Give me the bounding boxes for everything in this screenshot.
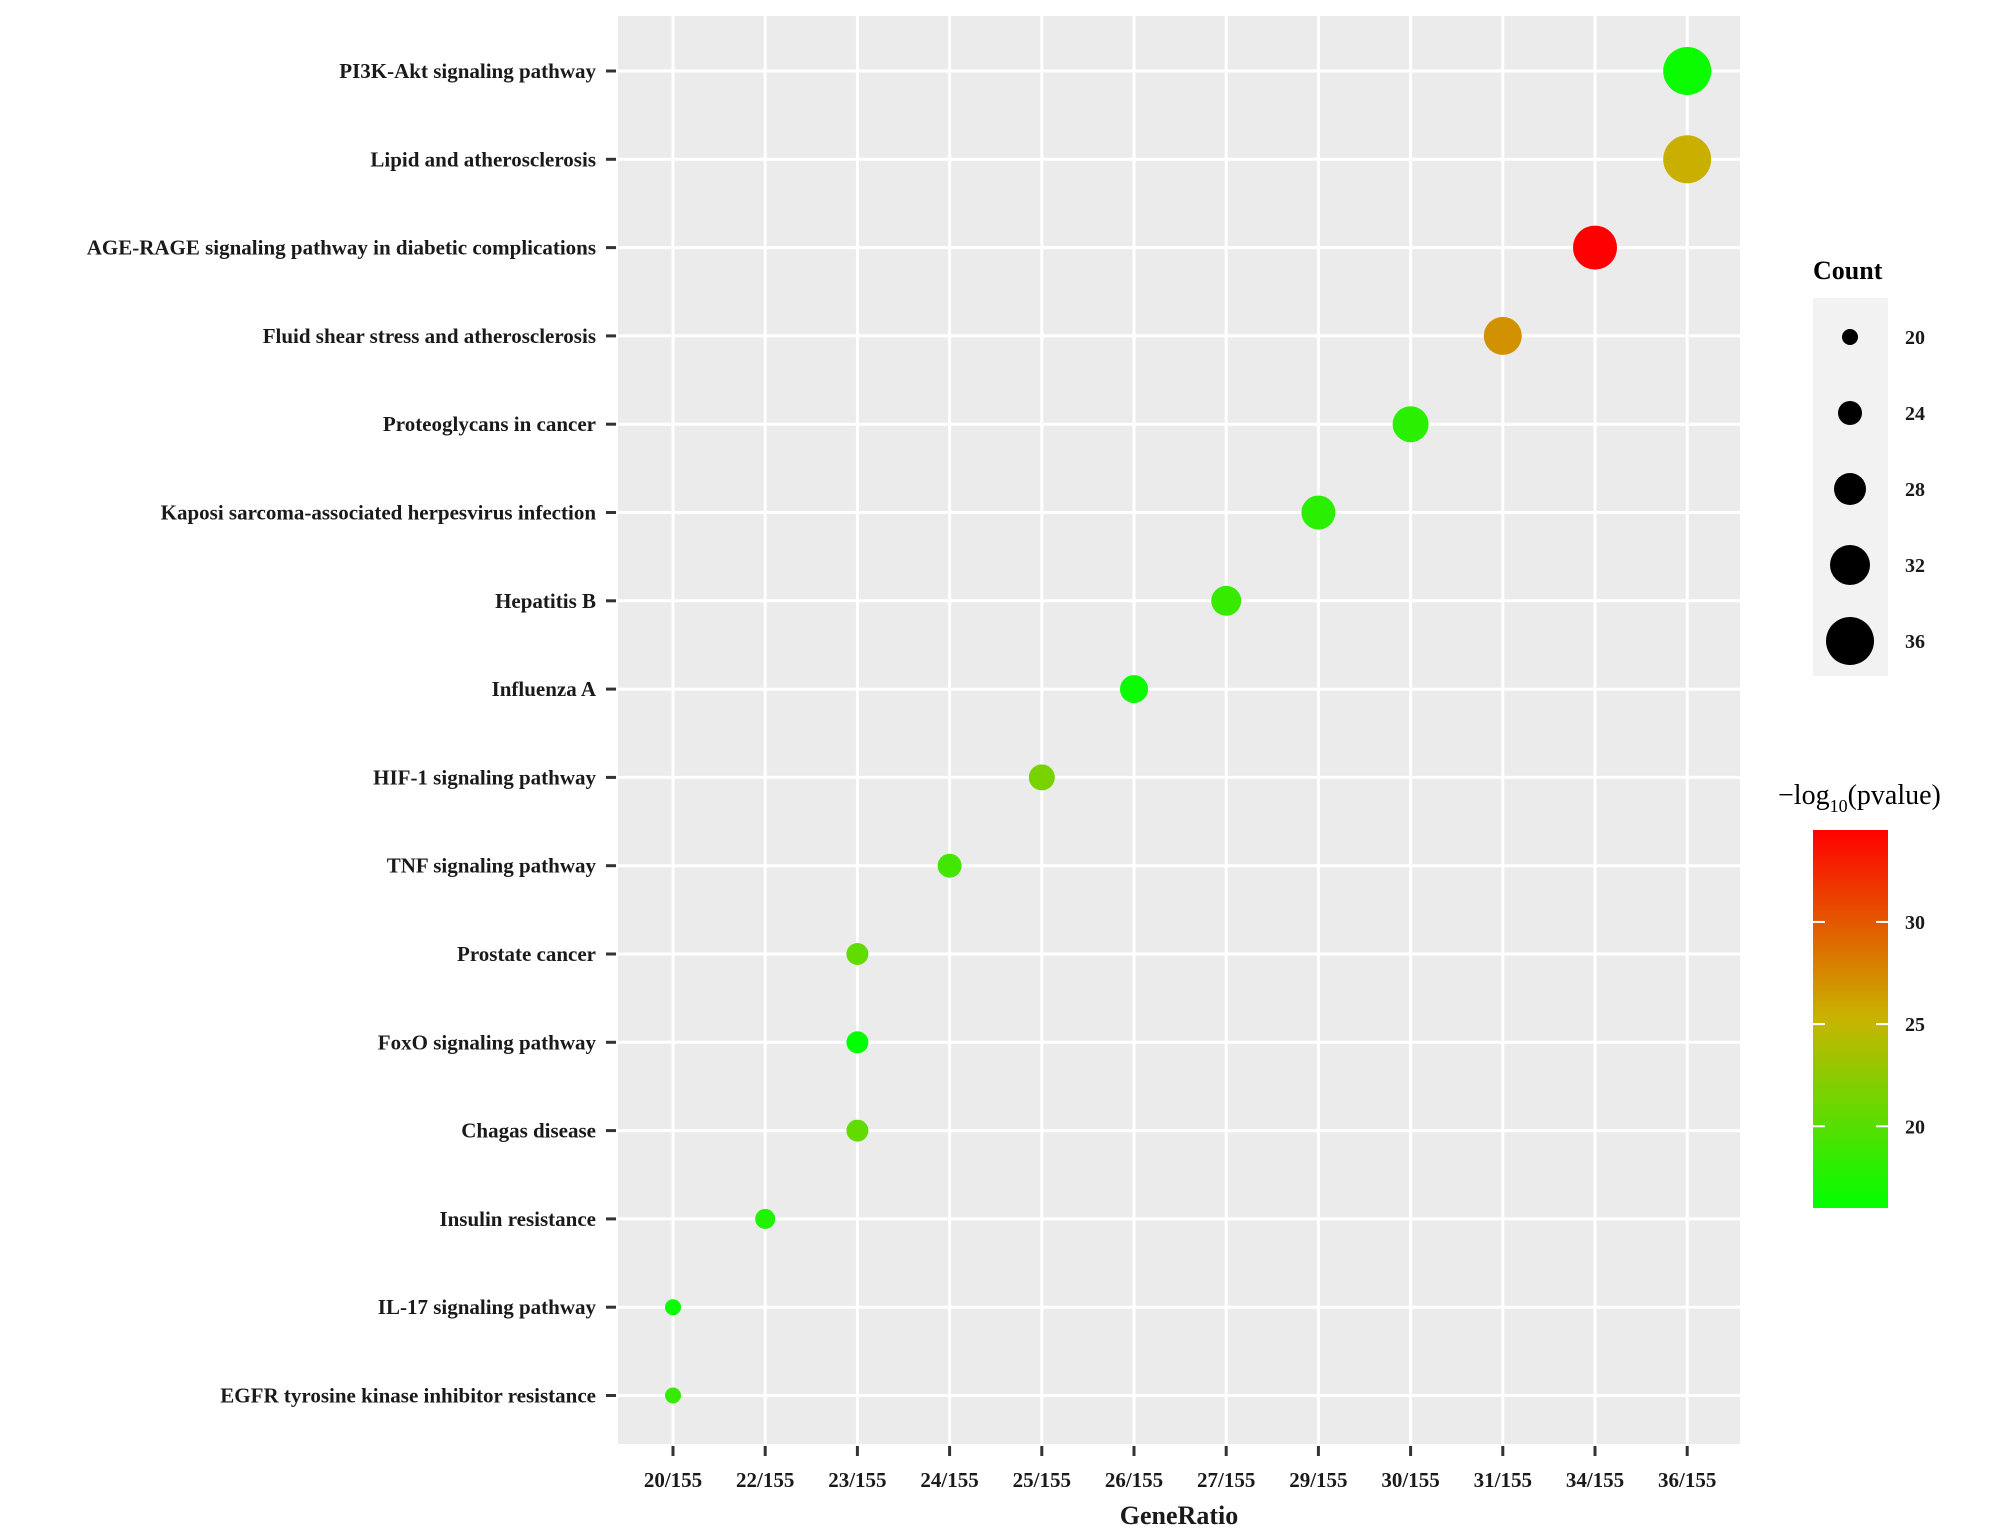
size-legend-label: 24 [1905,403,1925,425]
x-tick-label: 26/155 [1105,1468,1163,1492]
x-tick-label: 29/155 [1289,1468,1347,1492]
size-legend-label: 36 [1905,631,1925,653]
data-point [846,943,869,965]
y-tick-label: AGE-RAGE signaling pathway in diabetic c… [87,236,596,260]
x-tick-label: 20/155 [644,1468,702,1492]
size-legend-label: 32 [1905,555,1925,577]
color-legend-label: 25 [1905,1014,1925,1036]
size-legend-dot [1826,617,1874,665]
color-legend-label: 20 [1905,1116,1925,1138]
data-point [1392,406,1429,443]
data-point [1663,135,1712,184]
data-point [1483,316,1522,355]
y-tick-label: Chagas disease [461,1119,596,1143]
x-tick-label: 34/155 [1566,1468,1624,1492]
color-legend-title-subscript: 10 [1830,796,1848,816]
y-tick-label: Proteoglycans in cancer [383,412,596,436]
data-point [1663,47,1712,95]
data-point [1211,585,1242,616]
y-tick-label: Lipid and atherosclerosis [370,147,596,171]
data-point [1573,225,1617,270]
x-tick-label: 36/155 [1658,1468,1716,1492]
y-tick-label: Fluid shear stress and atherosclerosis [263,324,596,348]
size-legend-label: 20 [1905,327,1925,349]
x-tick-label: 25/155 [1013,1468,1071,1492]
data-point [846,1031,869,1054]
plot-panel [618,16,1740,1444]
data-point [665,1299,681,1316]
y-tick-label: Insulin resistance [439,1207,596,1231]
color-legend-title-prefix: −log [1778,780,1830,811]
data-point [1301,495,1336,530]
x-tick-label: 22/155 [736,1468,794,1492]
size-legend-dot [1842,329,1858,345]
x-tick-label: 23/155 [828,1468,886,1492]
y-axis: EGFR tyrosine kinase inhibitor resistanc… [87,59,616,1408]
size-legend: Count 20 24 28 32 36 [1813,256,1925,676]
size-legend-dot [1830,545,1870,585]
size-legend-dot [1838,401,1862,425]
color-legend-label: 30 [1905,912,1925,934]
x-tick-label: 24/155 [920,1468,978,1492]
data-point [755,1208,776,1229]
x-tick-label: 30/155 [1381,1468,1439,1492]
color-legend-title: −log10(pvalue) [1778,780,1941,816]
color-legend-title-suffix: (pvalue) [1848,780,1941,811]
x-axis-title: GeneRatio [1120,1501,1238,1530]
size-legend-label: 28 [1905,479,1925,501]
data-point [1028,764,1055,791]
data-point [937,853,962,878]
x-tick-label: 27/155 [1197,1468,1255,1492]
y-tick-label: FoxO signaling pathway [378,1030,597,1054]
size-legend-dot [1834,473,1866,505]
data-point [1120,675,1148,704]
y-tick-label: Influenza A [492,677,597,701]
y-tick-label: Hepatitis B [495,589,596,613]
y-tick-label: Prostate cancer [457,942,596,966]
color-legend-bar [1813,830,1888,1208]
size-legend-title: Count [1813,256,1883,285]
x-axis: 20/155 22/155 23/155 24/155 25/155 26/155 27/1… [644,1446,1716,1492]
color-legend: −log10(pvalue) 20 25 30 [1778,780,1941,1208]
y-tick-label: PI3K-Akt signaling pathway [339,59,596,83]
y-tick-label: IL-17 signaling pathway [378,1295,597,1319]
x-tick-label: 31/155 [1474,1468,1532,1492]
y-tick-label: HIF-1 signaling pathway [373,765,596,789]
data-point [846,1119,869,1142]
y-tick-label: Kaposi sarcoma-associated herpesvirus in… [161,501,597,525]
y-tick-label: EGFR tyrosine kinase inhibitor resistanc… [220,1384,596,1408]
y-tick-label: TNF signaling pathway [387,854,597,878]
data-point [665,1387,681,1404]
data-points [665,47,1712,1404]
